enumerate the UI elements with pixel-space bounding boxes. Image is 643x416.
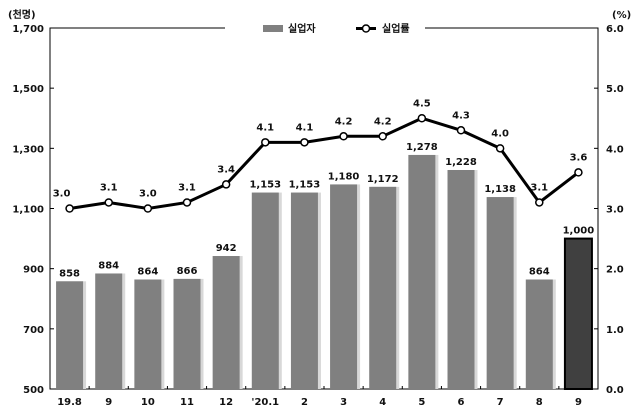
bar: [563, 237, 593, 390]
rate-point: [339, 132, 348, 141]
rate-value-label: 4.2: [335, 116, 353, 127]
rate-value-label: 3.4: [217, 164, 235, 175]
bar-value-label: 1,138: [484, 184, 516, 195]
bar: [290, 192, 318, 389]
rate-value-label: 3.1: [178, 182, 196, 193]
x-tick-label: 2: [301, 397, 308, 408]
bar: [56, 281, 84, 389]
bar: [447, 169, 475, 389]
bar-value-label: 864: [137, 266, 158, 277]
rate-point: [535, 198, 544, 207]
rate-point: [495, 144, 505, 153]
bar-value-label: 884: [98, 260, 119, 271]
rate-value-label: 3.6: [570, 152, 588, 163]
rate-point: [143, 204, 153, 213]
x-tick-label: 10: [141, 397, 155, 408]
rate-value-label: 3.0: [139, 189, 157, 200]
y2-tick-label: 4.0: [606, 144, 624, 155]
x-tick-label: 9: [575, 397, 582, 408]
x-tick-label: 7: [497, 397, 504, 408]
legend-line-marker: [361, 24, 371, 33]
y-tick-label: 1,700: [12, 24, 44, 35]
rate-value-label: 3.0: [53, 189, 71, 200]
y-tick-label: 700: [23, 325, 44, 336]
x-tick-label: 11: [180, 397, 194, 408]
y-tick-label: 500: [23, 385, 44, 396]
rate-value-label: 4.0: [491, 128, 509, 139]
rate-value-label: 3.1: [100, 182, 118, 193]
rate-point: [261, 138, 270, 147]
rate-value-label: 4.2: [374, 116, 392, 127]
rate-line: [69, 116, 580, 211]
bar-value-label: 864: [529, 266, 550, 277]
y2-tick-label: 3.0: [606, 205, 624, 216]
bar-value-label: 1,278: [406, 142, 438, 153]
y2-tick-label: 5.0: [606, 84, 624, 95]
rate-point: [378, 132, 387, 141]
y-tick-label: 900: [23, 265, 44, 276]
bar-value-label: 1,180: [328, 171, 360, 182]
bar-value-label: 858: [59, 268, 80, 279]
rate-point: [300, 138, 309, 147]
bar: [173, 278, 201, 389]
bar: [408, 154, 436, 389]
y2-tick-label: 0.0: [606, 385, 624, 396]
x-tick-label: '20.1: [251, 397, 279, 408]
y2-tick-label: 1.0: [606, 325, 624, 336]
rate-point: [182, 198, 192, 207]
bar-value-label: 866: [177, 266, 198, 277]
legend-line-label: 실업률: [382, 22, 410, 35]
bar: [95, 273, 123, 389]
bar: [369, 186, 397, 389]
bar: [330, 184, 358, 389]
bar: [134, 279, 162, 389]
rate-point: [65, 204, 74, 213]
bar: [525, 279, 553, 389]
bar-value-label: 1,153: [289, 180, 321, 191]
x-tick-label: 5: [418, 397, 425, 408]
bar: [251, 192, 279, 389]
bar-value-label: 1,000: [563, 226, 595, 237]
x-tick-label: 19.8: [57, 397, 82, 408]
rate-value-label: 4.1: [256, 122, 274, 133]
legend: 실업자 실업률: [225, 20, 425, 36]
bar-value-label: 1,172: [367, 174, 399, 185]
rate-point: [221, 180, 231, 189]
y-axis-label: (천명): [8, 8, 36, 21]
y2-axis-label: (%): [612, 10, 631, 21]
rate-value-label: 4.1: [296, 122, 314, 133]
bar-value-label: 1,228: [445, 157, 477, 168]
x-tick-label: 3: [340, 397, 347, 408]
bar-value-label: 942: [216, 243, 237, 254]
x-tick-label: 12: [219, 397, 233, 408]
legend-bar-label: 실업자: [288, 22, 316, 35]
rate-value-label: 4.5: [413, 98, 431, 109]
rate-point: [574, 168, 583, 177]
rate-value-label: 4.3: [452, 110, 470, 121]
rate-point: [417, 114, 427, 123]
y-tick-label: 1,300: [12, 144, 44, 155]
bar: [486, 197, 514, 389]
y-tick-label: 1,100: [12, 205, 44, 216]
x-tick-label: 9: [105, 397, 112, 408]
rate-point: [104, 198, 113, 207]
y2-tick-label: 6.0: [606, 24, 624, 35]
rate-point: [456, 126, 466, 135]
bar-value-label: 1,153: [249, 180, 281, 191]
y2-tick-label: 2.0: [606, 265, 624, 276]
x-tick-label: 6: [458, 397, 465, 408]
bar: [212, 256, 240, 389]
legend-bar-swatch: [263, 25, 283, 32]
x-tick-label: 8: [536, 397, 543, 408]
rate-value-label: 3.1: [530, 182, 548, 193]
x-tick-label: 4: [379, 397, 386, 408]
y-tick-label: 1,500: [12, 84, 44, 95]
